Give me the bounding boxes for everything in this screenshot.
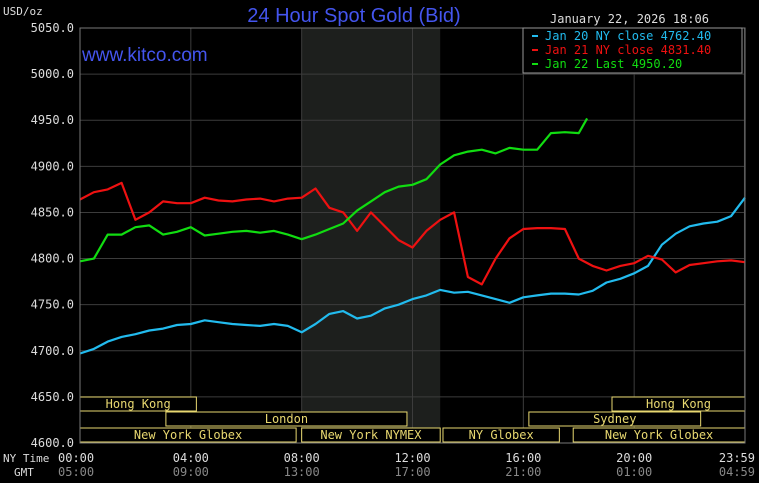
market-sessions: Hong Kong London New York Globex New York N… — [79, 396, 746, 443]
legend-entry: Jan 20 NY close 4762.40 — [545, 29, 711, 43]
x-tick-label-ny: 20:00 — [616, 451, 652, 465]
session-label: New York NYMEX — [320, 428, 422, 442]
x-tick-label-gmt: 13:00 — [284, 465, 320, 479]
session-label: Hong Kong — [106, 397, 171, 411]
x-tick-label-gmt: 09:00 — [173, 465, 209, 479]
x-tick-label-ny: 12:00 — [394, 451, 430, 465]
legend-entry: Jan 22 Last 4950.20 — [545, 57, 682, 71]
legend-box — [522, 27, 743, 74]
session-hong-kong: Hong Kong — [611, 396, 746, 412]
session-box — [301, 427, 441, 443]
x-tick-label-gmt: 05:00 — [58, 465, 94, 479]
session-box — [528, 411, 702, 427]
price-lines — [79, 117, 746, 355]
y-tick-label: 4950.0 — [31, 113, 74, 127]
x-tick-label-ny: 23:59 — [719, 451, 755, 465]
x-tick-label-ny: 04:00 — [173, 451, 209, 465]
y-tick-label: 4650.0 — [31, 390, 74, 404]
y-tick-label: 4850.0 — [31, 205, 74, 219]
session-new-york-globex: New York Globex — [79, 427, 297, 443]
x-row-label-gmt: GMT — [14, 466, 34, 479]
series-line-0 — [79, 197, 746, 355]
session-label: Hong Kong — [646, 397, 711, 411]
session-label: New York Globex — [605, 428, 713, 442]
x-tick-label-ny: 16:00 — [505, 451, 541, 465]
session-new-york-globex: New York Globex — [572, 427, 746, 443]
y-tick-label: 4700.0 — [31, 344, 74, 358]
unit-label: USD/oz — [3, 5, 43, 18]
plot-border — [79, 27, 746, 444]
y-tick-label: 5050.0 — [31, 21, 74, 35]
session-london: London — [165, 411, 408, 427]
x-tick-label-gmt: 01:00 — [616, 465, 652, 479]
x-row-label-ny: NY Time — [3, 452, 49, 465]
session-new-york-nymex: New York NYMEX — [301, 427, 441, 443]
x-tick-label-gmt: 21:00 — [505, 465, 541, 479]
y-tick-label: 4600.0 — [31, 436, 74, 450]
session-box — [165, 411, 408, 427]
session-sydney: Sydney — [528, 411, 702, 427]
series-line-2 — [79, 117, 589, 263]
session-hong-kong: Hong Kong — [79, 396, 197, 412]
x-tick-label-gmt: 17:00 — [394, 465, 430, 479]
y-tick-label: 4800.0 — [31, 252, 74, 266]
session-label: NY Globex — [469, 428, 534, 442]
session-label: Sydney — [593, 412, 636, 426]
session-box — [442, 427, 560, 443]
x-tick-label-ny: 00:00 — [58, 451, 94, 465]
y-tick-label: 5000.0 — [31, 67, 74, 81]
ny-session-shade — [301, 28, 441, 443]
series-line-1 — [79, 181, 746, 286]
legend: January 22, 2026 18:06 Jan 20 NY close 4… — [522, 12, 743, 74]
y-tick-label: 4900.0 — [31, 159, 74, 173]
timestamp: January 22, 2026 18:06 — [550, 12, 709, 26]
session-ny-globex: NY Globex — [442, 427, 560, 443]
legend-entry: Jan 21 NY close 4831.40 — [545, 43, 711, 57]
x-tick-label-ny: 08:00 — [284, 451, 320, 465]
session-label: London — [265, 412, 308, 426]
y-tick-label: 4750.0 — [31, 298, 74, 312]
chart-title: 24 Hour Spot Gold (Bid) — [247, 5, 460, 27]
brand-watermark: www.kitco.com — [81, 45, 208, 66]
y-axis: 5050.0 5000.0 4950.0 4900.0 4850.0 4800.0 4750… — [31, 21, 74, 450]
x-tick-label-gmt: 04:59 — [719, 465, 755, 479]
session-label: New York Globex — [134, 428, 242, 442]
